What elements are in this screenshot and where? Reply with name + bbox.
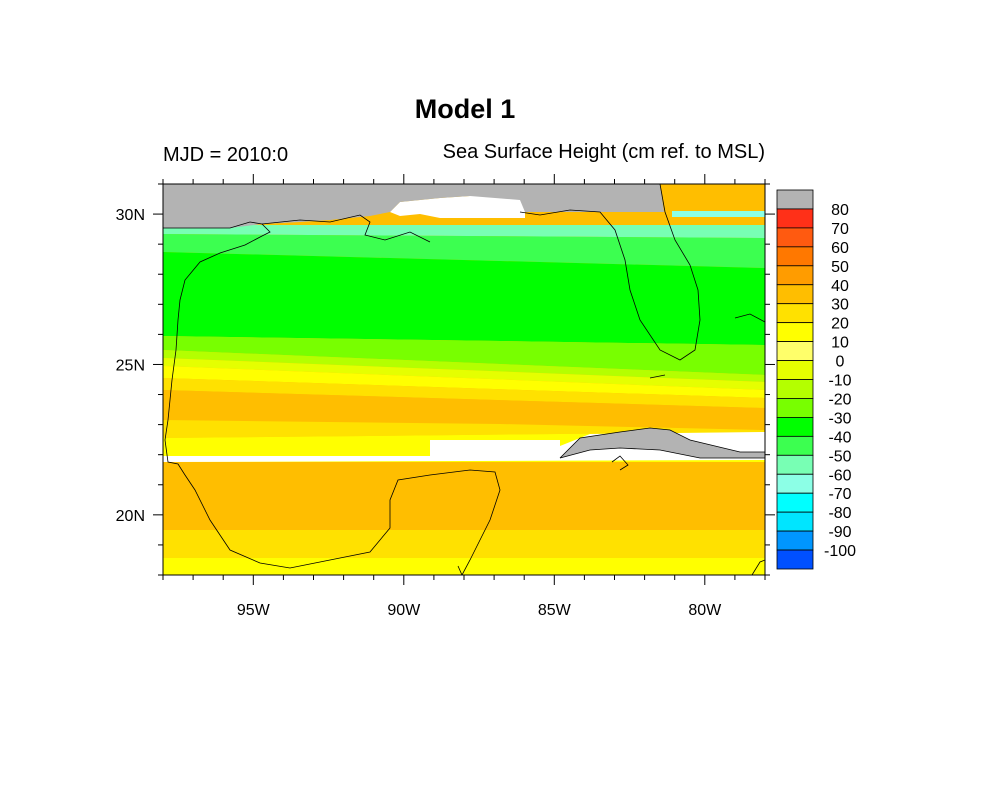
land-cuba [560, 428, 765, 458]
band-30-south [163, 462, 765, 530]
colorbar-box [776, 530, 814, 551]
lon-tick-label: 90W [387, 602, 421, 619]
band-30-north [163, 390, 765, 430]
colorbar-label: 60 [831, 240, 849, 257]
band-minus70 [672, 211, 765, 217]
colorbar-box [776, 284, 814, 305]
colorbar-box [776, 303, 814, 324]
band-minus10 [163, 350, 765, 382]
colorbar-label: 30 [831, 297, 849, 314]
colorbar-label: -10 [828, 373, 851, 390]
band-minus60 [163, 225, 765, 238]
colorbar-box [776, 322, 814, 342]
lat-tick-label: 25N [116, 357, 145, 374]
colorbar-label: -100 [824, 543, 856, 560]
axis-ticks [153, 174, 775, 585]
colorbar-label: 0 [836, 354, 845, 371]
mjd-label: MJD = 2010:0 [163, 144, 289, 166]
land-north-america [163, 184, 664, 228]
colorbar-box [776, 473, 814, 494]
colorbar-label: 20 [831, 316, 849, 333]
colorbar-label: 80 [831, 202, 849, 219]
axis-tick-labels: 95W 90W 85W 80W 20N 25N 30N [116, 207, 723, 619]
missing-coast [390, 196, 525, 218]
colorbar-box [776, 416, 814, 437]
colorbar-label: -90 [828, 524, 851, 541]
lon-tick-label: 95W [237, 602, 271, 619]
colorbar-label: -40 [828, 429, 851, 446]
band-20 [163, 378, 765, 408]
variable-label: Sea Surface Height (cm ref. to MSL) [442, 141, 765, 163]
colorbar-label: -50 [828, 448, 851, 465]
colorbar-box [776, 379, 814, 399]
colorbar-box [776, 341, 814, 361]
colorbar: 80 70 60 50 40 30 20 10 0 -10-20 -30 -40 -50 -60 -70 -8… [776, 189, 856, 570]
colorbar-box [776, 454, 814, 475]
colorbar-label: 10 [831, 335, 849, 352]
band-0 [163, 358, 765, 390]
ssh-field [163, 184, 765, 575]
colorbar-label: 40 [831, 278, 849, 295]
colorbar-box [776, 435, 814, 456]
lon-tick-label: 85W [538, 602, 572, 619]
band-20-south [163, 530, 765, 558]
colorbar-box [776, 265, 814, 286]
band-minus40b [163, 250, 765, 268]
band-minus40 [163, 234, 765, 250]
band-10 [163, 366, 765, 398]
lat-tick-label: 20N [116, 508, 145, 525]
map-title: Model 1 [414, 94, 516, 124]
lat-tick-label: 30N [116, 207, 145, 224]
colorbar-label: -80 [828, 505, 851, 522]
colorbar-box [776, 492, 814, 513]
colorbar-box [776, 511, 814, 532]
lon-tick-label: 80W [688, 602, 722, 619]
colorbar-box [776, 227, 814, 248]
colorbar-box [776, 246, 814, 267]
colorbar-box [776, 360, 814, 380]
colorbar-label: -60 [828, 467, 851, 484]
colorbar-box [776, 549, 814, 570]
colorbar-label: -70 [828, 486, 851, 503]
colorbar-box [776, 189, 814, 210]
colorbar-box [776, 208, 814, 229]
band-minus20 [163, 336, 765, 375]
band-10-south [163, 558, 765, 575]
colorbar-label: -30 [828, 410, 851, 427]
colorbar-label: 70 [831, 221, 849, 238]
colorbar-box [776, 398, 814, 418]
colorbar-label: 50 [831, 259, 849, 276]
band-minus30 [163, 252, 765, 345]
colorbar-label: -20 [828, 391, 851, 408]
coastlines [163, 184, 765, 575]
